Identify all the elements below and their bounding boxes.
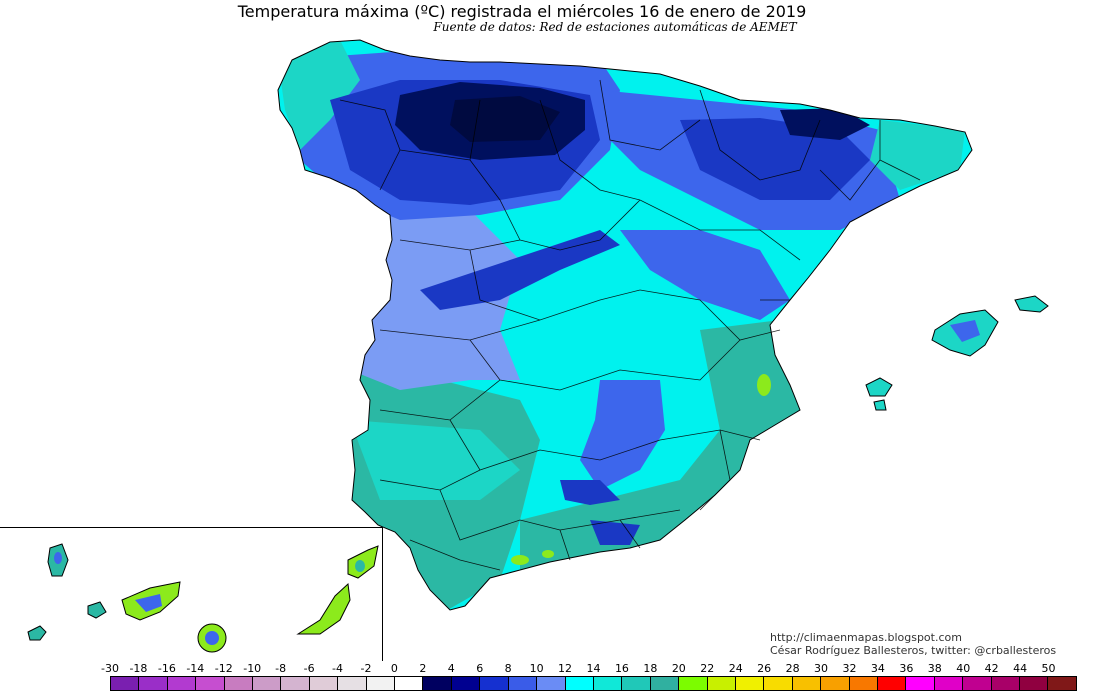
legend-tick-label: 16 [614, 662, 629, 675]
legend-swatch [309, 677, 339, 690]
legend-tick-label: 28 [785, 662, 800, 675]
legend-tick-label: -14 [186, 662, 205, 675]
credit-author: César Rodríguez Ballesteros, twitter: @c… [770, 644, 1057, 657]
map-title: Temperatura máxima (ºC) registrada el mi… [237, 2, 807, 21]
legend-tick-label: -8 [275, 662, 287, 675]
legend-tick-label: 8 [504, 662, 512, 675]
legend-tick-label: -10 [243, 662, 262, 675]
legend-tick-label: 14 [586, 662, 601, 675]
color-legend [110, 676, 1077, 691]
legend-labels: -30 -18 -16 -14 -12 -10 -8 -6 -4 -2 0 2 4 6 8 10 12 14 16 1… [96, 662, 1090, 676]
legend-tick-label: -16 [157, 662, 176, 675]
legend-swatch [821, 677, 850, 690]
temperature-map [27, 39, 1049, 653]
legend-tick-label: 26 [757, 662, 772, 675]
legend-tick-label: 24 [728, 662, 743, 675]
legend-swatch [281, 677, 310, 690]
legend-swatch [224, 677, 254, 690]
legend-swatch [707, 677, 736, 690]
legend-swatch [537, 677, 566, 690]
legend-tick-label: 36 [899, 662, 914, 675]
legend-tick-label: 18 [643, 662, 658, 675]
legend-tick-label: 38 [927, 662, 942, 675]
legend-tick-label: 50 [1041, 662, 1056, 675]
legend-tick-label: 42 [984, 662, 999, 675]
legend-swatch [1048, 677, 1076, 690]
legend-tick-label: 12 [558, 662, 573, 675]
legend-swatch [253, 677, 282, 690]
credit-url: http://climaenmapas.blogspot.com [770, 631, 962, 644]
legend-swatch [508, 677, 538, 690]
legend-tick-label: 0 [390, 662, 398, 675]
legend-swatch [849, 677, 878, 690]
legend-swatch [906, 677, 935, 690]
legend-swatch [877, 677, 907, 690]
legend-tick-label: 2 [419, 662, 427, 675]
map-subtitle: Fuente de datos: Red de estaciones autom… [433, 20, 797, 34]
legend-tick-label: 20 [671, 662, 686, 675]
legend-tick-label: 30 [814, 662, 829, 675]
legend-swatch [622, 677, 651, 690]
legend-swatch [991, 677, 1020, 690]
legend-swatch [792, 677, 822, 690]
legend-tick-label: 10 [529, 662, 544, 675]
legend-tick-label: -12 [214, 662, 233, 675]
legend-swatch [111, 677, 140, 690]
legend-swatch [423, 677, 452, 690]
legend-tick-label: 22 [700, 662, 715, 675]
legend-swatch [764, 677, 793, 690]
legend-swatch [338, 677, 367, 690]
canary-inset-frame [0, 527, 383, 661]
legend-tick-label: -6 [303, 662, 315, 675]
credit-block: http://climaenmapas.blogspot.com César R… [770, 631, 1056, 657]
legend-swatch [395, 677, 424, 690]
legend-tick-label: 4 [447, 662, 455, 675]
legend-swatch [451, 677, 481, 690]
legend-swatch [934, 677, 964, 690]
legend-tick-label: 34 [870, 662, 885, 675]
legend-tick-label: -4 [332, 662, 343, 675]
legend-tick-label: -30 [101, 662, 119, 675]
legend-tick-label: 40 [956, 662, 971, 675]
legend-swatch [735, 677, 765, 690]
legend-swatch [679, 677, 708, 690]
legend-swatch [139, 677, 168, 690]
legend-swatch [366, 677, 396, 690]
legend-swatch [167, 677, 197, 690]
legend-tick-label: -18 [129, 662, 148, 675]
legend-tick-label: 6 [476, 662, 484, 675]
legend-tick-label: -2 [360, 662, 372, 675]
legend-swatch [196, 677, 225, 690]
legend-swatch [1020, 677, 1049, 690]
legend-swatch [480, 677, 509, 690]
legend-tick-label: 44 [1013, 662, 1028, 675]
legend-tick-label: 32 [842, 662, 857, 675]
legend-swatch [963, 677, 992, 690]
legend-swatch [650, 677, 680, 690]
legend-swatch [565, 677, 594, 690]
legend-swatch [593, 677, 623, 690]
